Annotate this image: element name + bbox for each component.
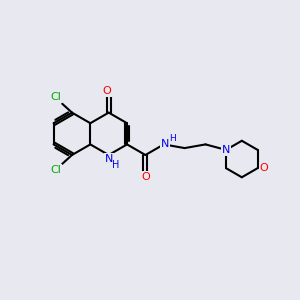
Text: N: N: [161, 140, 170, 149]
Text: O: O: [260, 163, 268, 173]
Text: Cl: Cl: [50, 165, 61, 175]
Text: N: N: [222, 145, 230, 155]
Text: N: N: [105, 154, 113, 164]
Text: O: O: [103, 86, 112, 96]
Text: N: N: [222, 145, 230, 155]
Text: Cl: Cl: [50, 92, 61, 102]
Text: H: H: [169, 134, 176, 143]
Text: O: O: [141, 172, 150, 182]
Text: H: H: [112, 160, 120, 170]
